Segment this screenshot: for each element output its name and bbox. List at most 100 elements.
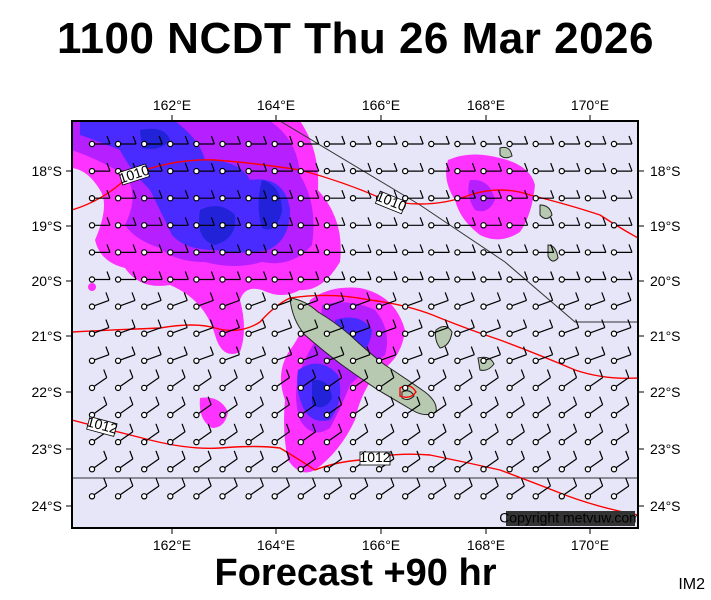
- wind-barb-feather: [207, 423, 212, 432]
- wind-station-circle: [402, 330, 409, 337]
- wind-barb-feather: [155, 450, 160, 460]
- wind-station-circle: [140, 384, 148, 392]
- wind-station-circle: [140, 303, 148, 310]
- wind-barb-feather: [236, 217, 242, 226]
- wind-station-circle: [193, 438, 200, 446]
- wind-barb-feather: [628, 189, 633, 199]
- longitude-axis: [171, 115, 591, 534]
- wind-barb-feather: [628, 162, 633, 172]
- wind-barb-feather: [289, 189, 294, 199]
- wind-station-circle: [297, 276, 304, 283]
- wind-barb-feather: [494, 423, 499, 432]
- wind-barb-feather: [602, 217, 607, 226]
- wind-station-circle: [140, 330, 148, 337]
- wind-station-circle: [610, 276, 618, 283]
- lon-label-top-166: 166°E: [362, 97, 400, 113]
- wind-station-circle: [506, 303, 513, 310]
- wind-station-circle: [219, 140, 226, 148]
- wind-barb-feather: [366, 292, 371, 301]
- wind-station-circle: [558, 249, 566, 256]
- wind-station-circle: [323, 140, 331, 148]
- isobar-1010-central: [72, 294, 638, 379]
- wind-barb-feather: [263, 189, 268, 199]
- wind-barb-feather: [524, 189, 529, 199]
- wind-barb-feather: [311, 423, 317, 432]
- wind-station-circle: [428, 222, 435, 229]
- wind-barb-feather: [129, 450, 134, 460]
- wind-barb-feather: [494, 477, 499, 487]
- wind-station-circle: [88, 303, 96, 310]
- wind-barb-feather: [259, 369, 264, 378]
- wind-station-circle: [349, 466, 357, 473]
- wind-barb-feather: [549, 346, 554, 355]
- wind-station-circle: [375, 384, 383, 392]
- wind-barb-feather: [259, 450, 264, 460]
- lon-label-bottom-162: 162°E: [153, 537, 191, 553]
- wind-station-circle: [610, 249, 618, 256]
- wind-barb-feather: [550, 189, 555, 199]
- wind-barb-feather: [235, 346, 240, 355]
- wind-station-circle: [323, 330, 331, 337]
- wind-barb-feather: [442, 450, 447, 460]
- wind-barb-feather: [103, 477, 108, 487]
- wind-station-circle: [349, 357, 357, 364]
- wind-station-circle: [480, 384, 487, 392]
- wind-barb-feather: [497, 244, 503, 253]
- wind-barb-feather: [233, 450, 238, 460]
- wind-station-circle: [506, 276, 513, 283]
- wind-barb-feather: [259, 477, 264, 487]
- wind-station-circle: [584, 276, 592, 283]
- wind-barb-feather: [416, 450, 421, 460]
- wind-barb-feather: [418, 292, 423, 301]
- wind-barb-feather: [524, 244, 529, 253]
- wind-barb-feather: [549, 292, 554, 301]
- wind-station-circle: [323, 438, 331, 446]
- wind-station-circle: [375, 276, 383, 283]
- wind-station-circle: [506, 438, 513, 446]
- wind-barb-feather: [497, 189, 503, 199]
- wind-barb-feather: [520, 450, 525, 460]
- wind-station-circle: [558, 167, 566, 175]
- wind-barb-feather: [236, 244, 242, 253]
- wind-station-circle: [428, 140, 435, 148]
- wind-station-circle: [167, 276, 174, 283]
- wind-station-circle: [454, 222, 461, 229]
- wind-barb-feather: [550, 271, 555, 280]
- wind-barb-feather: [468, 477, 473, 487]
- wind-barb-feather: [314, 346, 319, 355]
- wind-station-circle: [584, 194, 592, 202]
- wind-barb-feather: [576, 189, 581, 199]
- wind-station-circle: [245, 466, 252, 473]
- wind-barb-feather: [628, 271, 633, 280]
- wind-barb-feather: [157, 319, 162, 328]
- wind-barb-feather: [158, 135, 163, 145]
- wind-station-circle: [114, 330, 122, 337]
- rain-area-northwest-heavy: [80, 121, 290, 253]
- wind-barb-feather: [210, 135, 215, 145]
- wind-barb-feather: [419, 217, 424, 226]
- wind-barb-feather: [546, 450, 552, 460]
- wind-barb-feather: [103, 450, 108, 460]
- wind-station-circle: [428, 276, 435, 283]
- wind-barb-feather: [105, 292, 110, 301]
- wind-barb-feather: [444, 292, 449, 301]
- wind-station-circle: [454, 330, 461, 337]
- wind-station-circle: [428, 357, 435, 364]
- wind-barb-feather: [470, 319, 475, 328]
- wind-station-circle: [297, 493, 304, 500]
- wind-station-circle: [88, 249, 96, 256]
- wind-station-circle: [506, 493, 513, 500]
- wind-barb-feather: [367, 162, 372, 172]
- wind-barb-feather: [158, 162, 163, 172]
- wind-station-circle: [402, 140, 409, 148]
- wind-station-circle: [454, 384, 461, 392]
- wind-barb-feather: [207, 396, 212, 405]
- wind-barb-feather: [367, 244, 372, 253]
- wind-station-circle: [454, 276, 461, 283]
- wind-station-circle: [88, 222, 96, 229]
- lon-label-top-168: 168°E: [467, 97, 505, 113]
- wind-barb-feather: [366, 346, 371, 355]
- lon-label-top-164: 164°E: [257, 97, 295, 113]
- wind-station-circle: [297, 411, 304, 419]
- wind-station-circle: [532, 411, 539, 419]
